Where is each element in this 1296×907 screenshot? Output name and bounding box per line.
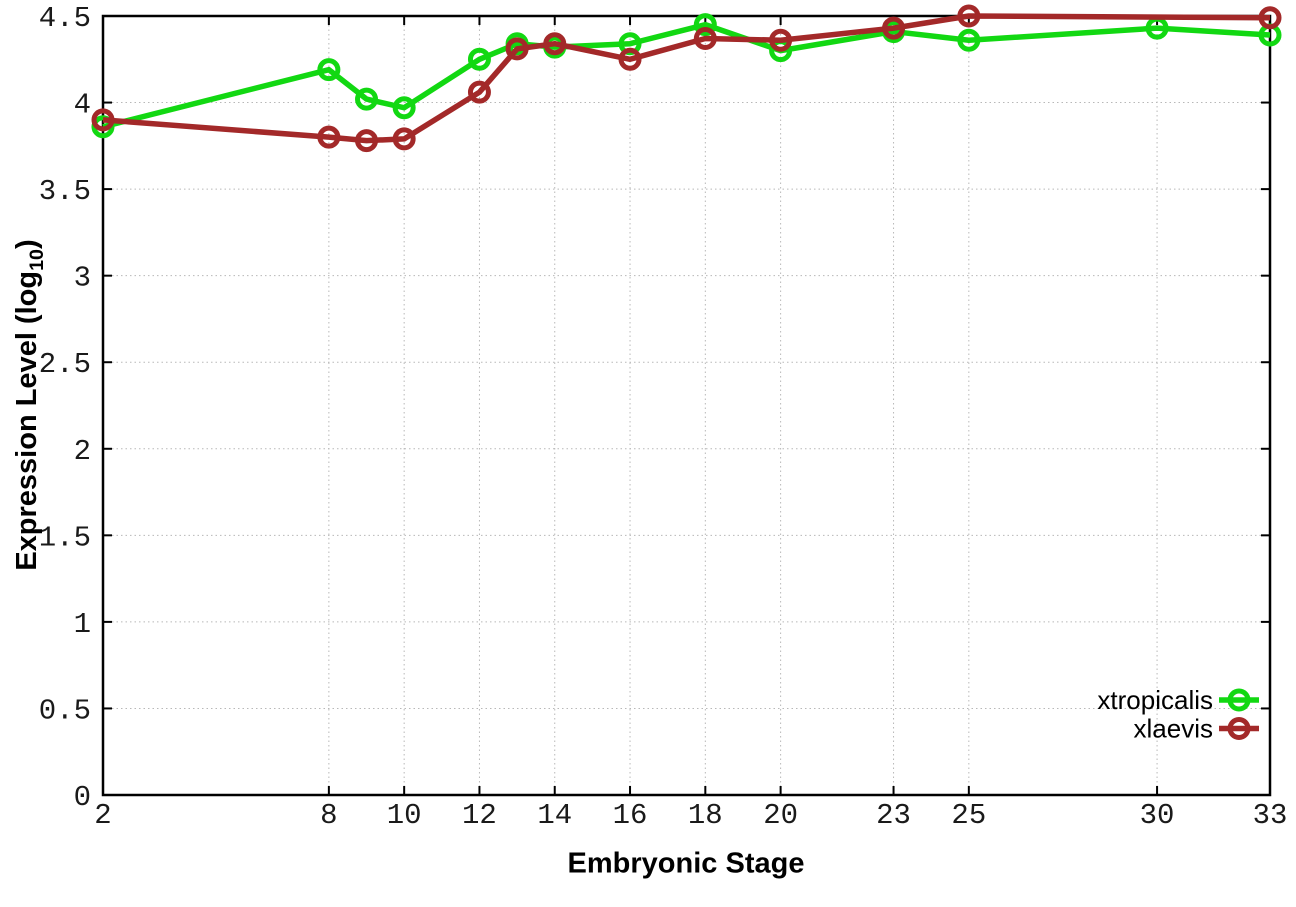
- x-tick-label: 16: [613, 799, 648, 832]
- y-tick-label: 2: [74, 435, 91, 468]
- data-point-xlaevis: [618, 47, 642, 71]
- x-tick-label: 25: [951, 799, 986, 832]
- y-tick-label: 0: [74, 781, 91, 814]
- y-tick-label: 3: [74, 262, 91, 295]
- data-point-xtropicalis: [317, 58, 341, 82]
- data-point-xlaevis: [957, 4, 981, 28]
- y-tick-label: 3.5: [39, 175, 91, 208]
- x-tick-label: 30: [1140, 799, 1175, 832]
- x-tick-label: 20: [763, 799, 798, 832]
- x-axis-title: Embryonic Stage: [567, 847, 805, 880]
- data-point-xlaevis: [882, 16, 906, 40]
- y-axis-title-main: Expression Level (log: [11, 270, 44, 571]
- x-tick-label: 10: [387, 799, 422, 832]
- y-axis-title-close: ): [11, 239, 44, 249]
- y-tick-label: 1: [74, 608, 91, 641]
- x-tick-label: 18: [688, 799, 723, 832]
- x-tick-label: 8: [320, 799, 337, 832]
- data-point-xlaevis: [1258, 6, 1282, 30]
- data-point-xlaevis: [317, 125, 341, 149]
- data-point-xlaevis: [392, 127, 416, 151]
- legend-sample-marker-xlaevis: [1227, 717, 1251, 740]
- series-line-xlaevis: [102, 13, 1271, 144]
- y-axis-title-subscript: 10: [25, 248, 48, 271]
- plot-border: [101, 14, 1272, 797]
- data-point-xlaevis: [693, 27, 717, 51]
- x-tick-label: 2: [94, 799, 111, 832]
- data-point-xtropicalis: [467, 47, 491, 71]
- x-tick-label: 23: [876, 799, 911, 832]
- data-point-xtropicalis: [693, 13, 717, 37]
- data-point-xtropicalis: [392, 96, 416, 120]
- data-point-xlaevis: [543, 32, 567, 56]
- data-point-xtropicalis: [355, 87, 379, 111]
- legend-label-xtropicalis: xtropicalis: [1097, 685, 1213, 715]
- data-point-xlaevis: [91, 108, 115, 132]
- y-tick-label: 4: [74, 89, 91, 122]
- y-tick-label: 2.5: [39, 348, 91, 381]
- legend-label-xlaevis: xlaevis: [1134, 714, 1213, 744]
- data-point-xlaevis: [505, 37, 529, 61]
- data-point-xlaevis: [769, 28, 793, 52]
- x-tick-label: 14: [537, 799, 572, 832]
- x-tick-label: 33: [1253, 799, 1288, 832]
- y-tick-label: 1.5: [39, 521, 91, 554]
- x-tick-label: 12: [462, 799, 497, 832]
- legend-sample-marker-xtropicalis: [1227, 688, 1251, 712]
- y-tick-label: 4.5: [39, 2, 91, 35]
- data-point-xtropicalis: [957, 28, 981, 52]
- data-point-xlaevis: [355, 129, 379, 153]
- data-point-xlaevis: [467, 80, 491, 104]
- y-axis-title: Expression Level (log10): [11, 239, 49, 570]
- series-line-xtropicalis: [102, 21, 1271, 130]
- y-tick-label: 0.5: [39, 694, 91, 727]
